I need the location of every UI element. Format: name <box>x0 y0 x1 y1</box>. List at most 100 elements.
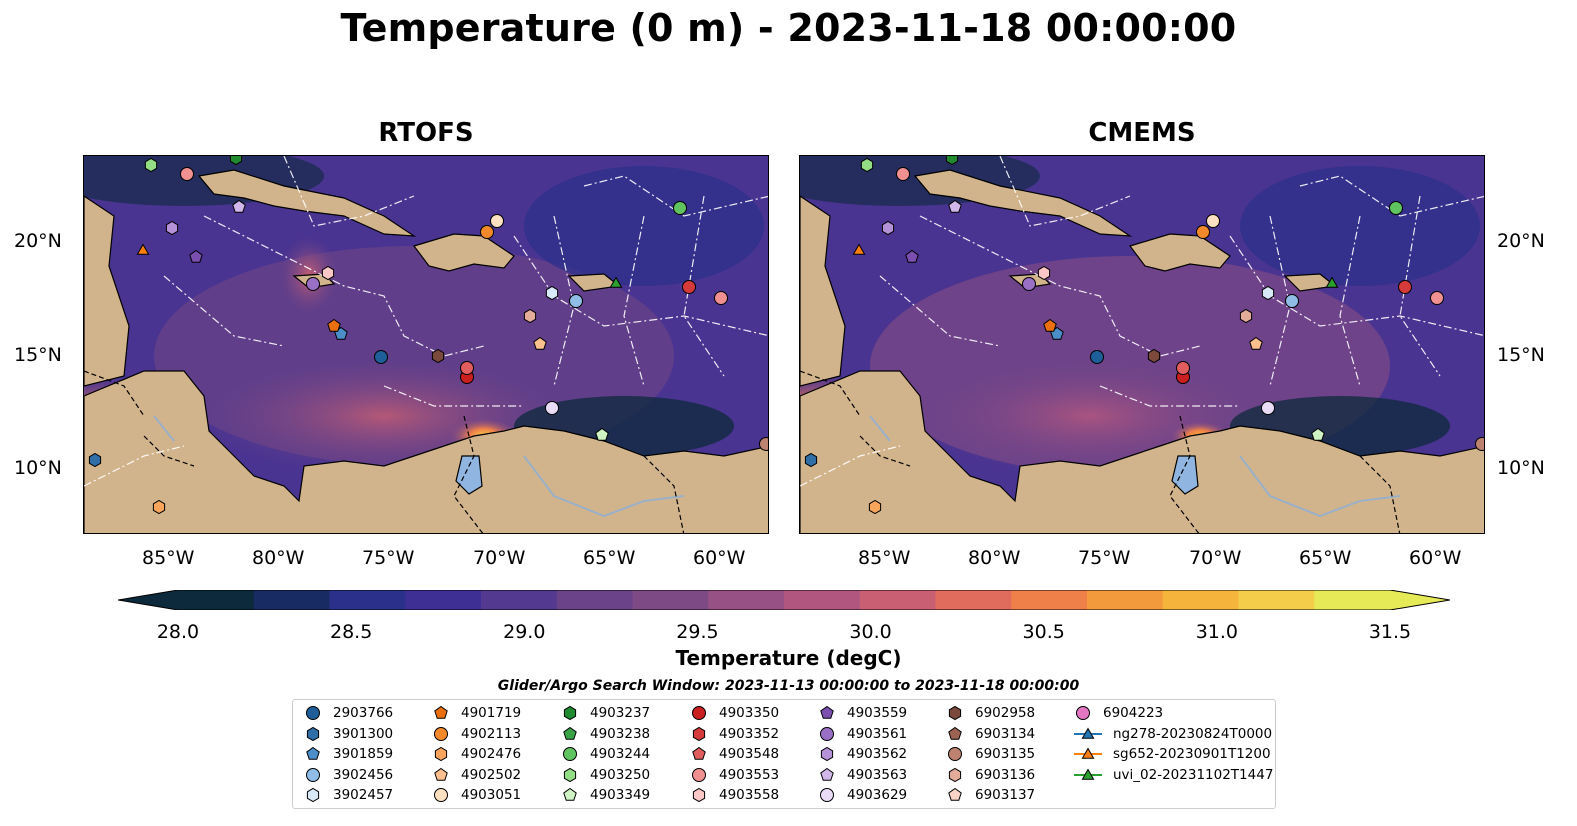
float-marker <box>609 276 623 288</box>
hexagon-marker-icon <box>306 787 320 803</box>
colorbar-label: Temperature (degC) <box>675 646 902 670</box>
circle-marker-icon <box>692 767 706 782</box>
float-marker <box>1261 285 1275 301</box>
legend-item: ng278-20230824T0000 <box>1073 724 1272 744</box>
float-marker <box>431 348 445 364</box>
hexagon-marker-icon <box>692 787 706 803</box>
hexagon-marker-icon <box>948 767 962 782</box>
legend-box: 2903766 3901300 3901859 3902456 3902457 49017… <box>292 699 1276 809</box>
pentagon-marker-icon <box>948 726 962 740</box>
legend-label: 6902958 <box>975 705 1036 721</box>
float-marker <box>1430 291 1444 305</box>
legend-label: 4902476 <box>461 746 522 762</box>
colorbar <box>118 590 1450 610</box>
circle-marker-icon <box>820 788 834 802</box>
legend-label: 6903135 <box>975 746 1036 762</box>
country-borders <box>84 370 685 533</box>
float-marker <box>480 225 494 239</box>
lat-tick-right: 10°N <box>1497 457 1545 479</box>
panel-title-rtofs: RTOFS <box>378 118 474 148</box>
triangle-line-icon <box>1074 767 1102 780</box>
float-marker <box>868 499 882 515</box>
float-marker <box>1398 280 1412 294</box>
legend-label: 4903558 <box>719 787 780 803</box>
lon-tick: 80°W <box>252 547 305 569</box>
float-marker <box>1147 348 1161 364</box>
legend-item: 3902457 <box>303 785 393 805</box>
float-marker <box>374 350 388 364</box>
float-marker <box>545 401 559 415</box>
legend-label: 4903352 <box>719 725 780 742</box>
float-marker <box>595 427 609 441</box>
colorbar-segment <box>859 590 936 610</box>
legend-label: 2903766 <box>333 705 394 721</box>
lon-tick: 70°W <box>1189 547 1242 569</box>
legend-item: 4903548 <box>689 744 779 764</box>
legend-label: 4903349 <box>590 787 651 803</box>
lat-tick-right: 15°N <box>1497 344 1545 366</box>
colorbar-tick: 29.5 <box>676 621 719 643</box>
float-markers <box>804 156 1484 515</box>
legend-label: 3902457 <box>333 787 394 803</box>
float-marker <box>1239 308 1253 324</box>
legend-label: sg652-20230901T1200 <box>1113 746 1271 762</box>
float-marker <box>945 156 959 166</box>
lon-tick: 75°W <box>1078 547 1131 569</box>
legend-item: 4903350 <box>689 703 779 723</box>
colorbar-segment <box>405 590 482 610</box>
float-marker <box>852 243 866 255</box>
circle-marker-icon <box>563 747 577 761</box>
float-marker <box>180 167 194 181</box>
pentagon-marker-icon <box>563 726 577 740</box>
legend-label: 4903563 <box>847 766 908 783</box>
legend-item: 4903553 <box>689 765 779 785</box>
legend-label: 4901719 <box>461 705 522 721</box>
panel-title-cmems: CMEMS <box>1088 118 1196 148</box>
hexagon-marker-icon <box>820 746 834 762</box>
legend-item: sg652-20230901T1200 <box>1073 744 1271 764</box>
lat-tick-left: 15°N <box>14 344 62 366</box>
float-marker <box>460 361 474 375</box>
legend-item: 4903237 <box>560 703 650 723</box>
lon-tick: 70°W <box>473 547 526 569</box>
map-rtofs-canvas <box>84 156 768 533</box>
colorbar-segment <box>935 590 1012 610</box>
colorbar-segment <box>329 590 406 610</box>
legend-label: 3902456 <box>333 766 394 783</box>
legend-item: 4903563 <box>817 765 907 785</box>
legend-label: ng278-20230824T0000 <box>1113 725 1273 742</box>
legend-item: 4902113 <box>431 724 521 744</box>
legend-item: 4903561 <box>817 724 907 744</box>
circle-marker-icon <box>1076 706 1090 720</box>
circle-marker-icon <box>434 726 448 741</box>
legend-item: 4903562 <box>817 744 907 764</box>
legend-label: 4903559 <box>847 705 908 721</box>
legend-label: 4903561 <box>847 725 908 742</box>
hexagon-marker-icon <box>563 705 577 721</box>
legend-title: Glider/Argo Search Window: 2023-11-13 00… <box>497 678 1080 694</box>
colorbar-extend-high <box>1390 590 1450 610</box>
float-marker <box>545 285 559 301</box>
legend-item: uvi_02-20231102T1447 <box>1073 765 1273 785</box>
legend-item: 3901859 <box>303 744 393 764</box>
float-markers <box>88 156 768 515</box>
colorbar-segment <box>1314 590 1391 610</box>
colorbar-segment <box>253 590 330 610</box>
float-marker <box>860 157 874 173</box>
legend-label: 4903548 <box>719 746 780 762</box>
legend-label: 4902502 <box>461 766 522 783</box>
legend-label: 4903238 <box>590 725 651 742</box>
hexagon-marker-icon <box>692 726 706 741</box>
legend-label: 3901859 <box>333 746 394 762</box>
float-marker <box>682 280 696 294</box>
float-marker <box>896 167 910 181</box>
legend-item: 6904223 <box>1073 703 1163 723</box>
legend-label: 4903350 <box>719 705 780 721</box>
pentagon-marker-icon <box>820 767 834 781</box>
eez-boundaries <box>84 156 768 487</box>
float-marker <box>1325 276 1339 288</box>
lon-tick: 85°W <box>858 547 911 569</box>
float-marker <box>1249 336 1263 350</box>
colorbar-tick: 29.0 <box>503 621 546 643</box>
float-marker <box>144 157 158 173</box>
